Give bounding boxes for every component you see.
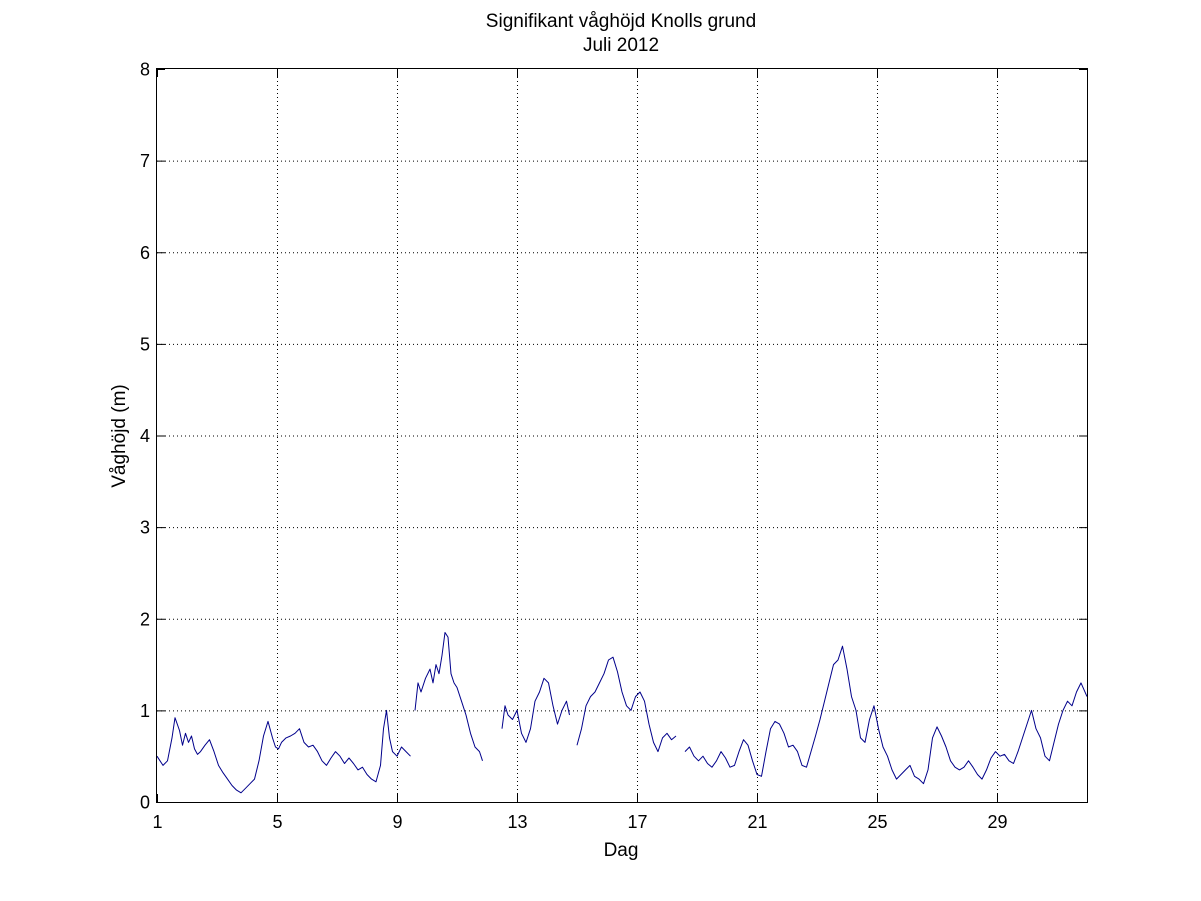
- x-tick-label: 9: [392, 812, 402, 832]
- x-axis-label: Dag: [604, 840, 639, 861]
- y-tick-label: 2: [140, 609, 150, 629]
- series-line-segment: [684, 645, 1088, 785]
- plot-area: [156, 632, 1088, 794]
- x-tick-label: 13: [507, 812, 527, 832]
- chart-subtitle: Juli 2012: [583, 35, 659, 56]
- axes-box: [156, 68, 1088, 803]
- y-tick-labels: 0 1 2 3 4 5 6 7 8: [140, 60, 150, 813]
- x-tick-label: 1: [152, 812, 162, 832]
- series-line-segment: [576, 656, 677, 753]
- x-tick-label: 5: [272, 812, 282, 832]
- series-line-segment: [501, 677, 570, 743]
- grid-lines: [157, 69, 1087, 802]
- x-tick-labels: 1 5 9 13 17 21 25 29: [152, 812, 1007, 832]
- y-tick-label: 3: [140, 518, 150, 538]
- y-tick-label: 7: [140, 151, 150, 171]
- x-tick-label: 25: [867, 812, 887, 832]
- y-axis-label: Våghöjd (m): [109, 384, 130, 488]
- y-tick-label: 1: [140, 701, 150, 721]
- x-tick-label: 17: [627, 812, 647, 832]
- y-tick-label: 0: [140, 793, 150, 813]
- series-line-segment: [414, 632, 483, 761]
- tick-marks: [157, 69, 1087, 803]
- y-tick-label: 6: [140, 243, 150, 263]
- chart-title: Signifikant våghöjd Knolls grund: [486, 11, 756, 32]
- y-tick-label: 4: [140, 426, 150, 446]
- x-tick-label: 29: [987, 812, 1007, 832]
- y-tick-label: 5: [140, 334, 150, 354]
- x-tick-label: 21: [747, 812, 767, 832]
- series-line-segment: [156, 709, 411, 794]
- y-tick-label: 8: [140, 60, 150, 80]
